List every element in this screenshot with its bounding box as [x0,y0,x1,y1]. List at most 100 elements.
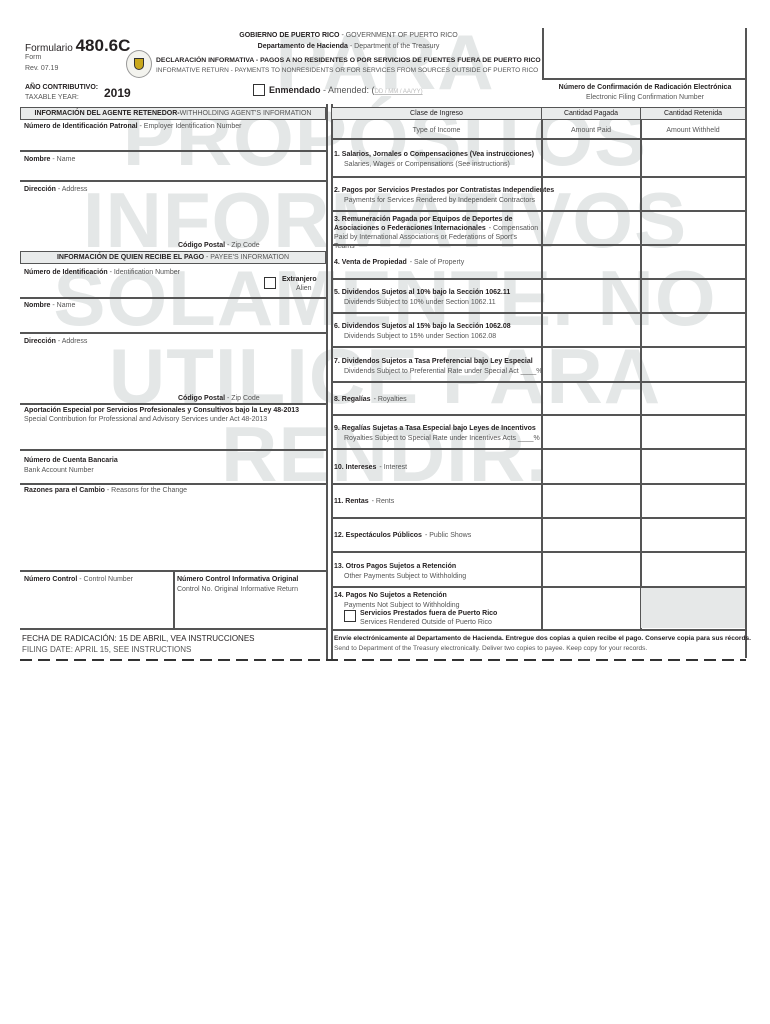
amount-withheld-cell[interactable] [641,348,746,383]
income-row: 4. Venta de Propiedad - Sale of Property [331,244,746,278]
revision: Rev. 07.19 [25,65,59,72]
shaded-cell [641,588,745,628]
amount-withheld-cell[interactable] [641,140,746,178]
amended-label: Enmendado - Amended: (DD / MM / AA/YY) [269,85,423,95]
amount-paid-cell[interactable] [542,280,641,314]
income-type-en: - Royalties [373,395,407,403]
income-type-es: 9. Regalías Sujetas a Tasa Especial bajo… [334,425,536,432]
income-type-en: Salaries, Wages or Compensations (See in… [344,161,510,168]
amount-paid-cell[interactable] [542,314,641,348]
amount-withheld-cell[interactable] [641,450,746,485]
form-en: Form [25,54,42,61]
hacienda-seal-icon [126,50,152,78]
income-type-en: Royalties Subject to Special Rate under … [344,435,540,442]
income-row: 3. Remuneración Pagada por Equipos de De… [331,210,746,250]
income-row: 10. Intereses - Interest [331,448,746,483]
payee-id-field[interactable] [20,297,326,299]
income-row: 5. Dividendos Sujetos al 10% bajo la Sec… [331,278,746,312]
income-row: 12. Espectáculos Públicos - Public Shows [331,517,746,551]
special-contribution-field[interactable] [20,449,326,451]
amount-withheld-cell[interactable] [641,485,746,519]
income-type-en: - Rents [371,498,395,505]
income-row: 14. Pagos No Sujetos a Retención Payments… [331,586,746,629]
amount-withheld-cell[interactable] [641,178,746,212]
income-row: 13. Otros Pagos Sujetos a Retención Other… [331,551,746,586]
form-title-en: INFORMATIVE RETURN - PAYMENTS TO NONRESI… [156,67,539,74]
amount-withheld-cell[interactable] [641,553,746,588]
ein-field[interactable] [20,150,326,152]
income-type-es: 10. Intereses - Interest [334,463,408,471]
amended-checkbox[interactable] [253,84,265,96]
income-type-es: 7. Dividendos Sujetos a Tasa Preferencia… [334,357,533,365]
payee-name-field[interactable] [20,332,326,334]
form-label: Formulario 480.6C [25,36,131,55]
income-type-en: Dividends Subject to 10% under Section 1… [344,299,496,306]
amount-paid-cell[interactable] [542,212,641,246]
income-type-es: 11. Rentas - Rents [334,498,395,505]
income-type-es: 8. Regalías - Royalties [334,395,407,403]
cut-line [20,659,746,661]
footer-en: Send to Department of the Treasury elect… [334,645,648,652]
income-type-en: - Compensation Paid by International Ass… [334,225,539,250]
income-type-es: 12. Espectáculos Públicos - Public Shows [334,532,472,539]
agent-name-field[interactable] [20,180,326,182]
income-row: 1. Salarios, Jornales o Compensaciones (… [331,138,746,176]
income-type-en: Payments for Services Rendered by Indepe… [344,197,536,204]
amount-withheld-cell[interactable] [641,519,746,553]
bank-account-field[interactable] [20,483,326,485]
income-type-es: 13. Otros Pagos Sujetos a Retención [334,562,457,570]
income-row: 7. Dividendos Sujetos a Tasa Preferencia… [331,346,746,381]
income-type-es: 14. Pagos No Sujetos a Retención [334,592,447,599]
form-title-es: DECLARACIÓN INFORMATIVA - PAGOS A NO RES… [156,57,541,64]
income-type-en: - Sale of Property [409,259,465,266]
amount-withheld-cell[interactable] [641,416,746,450]
filing-date-es: FECHA DE RADICACIÓN: 15 DE ABRIL, VEA IN… [22,634,255,643]
outside-pr-checkbox[interactable] [344,610,356,622]
watermark-line: RENDIR. [221,410,549,498]
footer-es: Envíe electrónicamente al Departamento d… [334,635,752,642]
amount-withheld-cell[interactable] [641,314,746,348]
income-type-es: 6. Dividendos Sujetos al 15% bajo la Sec… [334,323,511,330]
income-type-es: 5. Dividendos Sujetos al 10% bajo la Sec… [334,289,511,296]
income-type-es: 4. Venta de Propiedad - Sale of Property [334,259,465,266]
income-row: 9. Regalías Sujetas a Tasa Especial bajo… [331,414,746,448]
income-type-es: 2. Pagos por Servicios Prestados por Con… [334,187,555,194]
watermark-line: UTILICE PARA [108,332,662,420]
income-type-en: Other Payments Subject to Withholding [344,572,467,580]
income-type-en: - Interest [379,463,408,471]
income-row: 2. Pagos por Servicios Prestados por Con… [331,176,746,210]
income-type-es: 1. Salarios, Jornales o Compensaciones (… [334,151,534,158]
amount-paid-cell[interactable] [542,348,641,383]
income-row: 6. Dividendos Sujetos al 15% bajo la Sec… [331,312,746,346]
amount-paid-cell[interactable] [542,450,641,485]
amount-paid-cell[interactable] [542,140,641,178]
amount-paid-cell[interactable] [542,519,641,553]
amount-paid-cell[interactable] [542,178,641,212]
income-row: 8. Regalías - Royalties [331,381,746,414]
amount-withheld-cell[interactable] [641,280,746,314]
income-type-en: Payments Not Subject to Withholding [344,602,460,609]
payee-address-field[interactable] [20,403,326,405]
income-type-es: 3. Remuneración Pagada por Equipos de De… [334,216,539,250]
filing-date-en: FILING DATE: APRIL 15, SEE INSTRUCTIONS [22,645,192,654]
watermark-line: PARA [275,18,495,106]
amount-paid-cell[interactable] [542,553,641,588]
amount-paid-cell[interactable] [542,383,641,416]
income-type-en: Dividends Subject to 15% under Section 1… [344,333,497,340]
col-header-withheld: Cantidad Retenida [640,107,746,120]
amount-paid-cell[interactable] [542,416,641,450]
amount-withheld-cell[interactable] [641,383,746,416]
income-type-en: Dividends Subject to Preferential Rate u… [344,367,543,375]
amount-paid-cell[interactable] [542,485,641,519]
col-header-income: Clase de Ingreso [331,107,542,120]
alien-checkbox[interactable] [264,277,276,289]
amount-paid-cell[interactable] [542,246,641,280]
col-header-paid: Cantidad Pagada [541,107,641,120]
income-type-en: - Public Shows [424,532,472,539]
amount-withheld-cell[interactable] [641,212,746,246]
amount-withheld-cell[interactable] [641,246,746,280]
income-row: 11. Rentas - Rents [331,483,746,517]
taxable-year: 2019 [104,86,131,100]
amount-paid-cell[interactable] [542,588,641,631]
watermark-line: INFORMATIVOS [82,176,688,264]
